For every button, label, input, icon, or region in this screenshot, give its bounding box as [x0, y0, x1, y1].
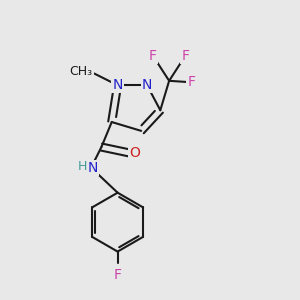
- Text: F: F: [149, 49, 157, 63]
- Text: N: N: [112, 78, 123, 92]
- Text: F: F: [181, 49, 189, 63]
- Text: N: N: [142, 78, 152, 92]
- Text: F: F: [187, 75, 195, 89]
- Text: H: H: [78, 160, 88, 173]
- Text: O: O: [129, 146, 140, 160]
- Text: F: F: [114, 268, 122, 282]
- Text: CH₃: CH₃: [70, 65, 93, 79]
- Text: N: N: [87, 161, 98, 175]
